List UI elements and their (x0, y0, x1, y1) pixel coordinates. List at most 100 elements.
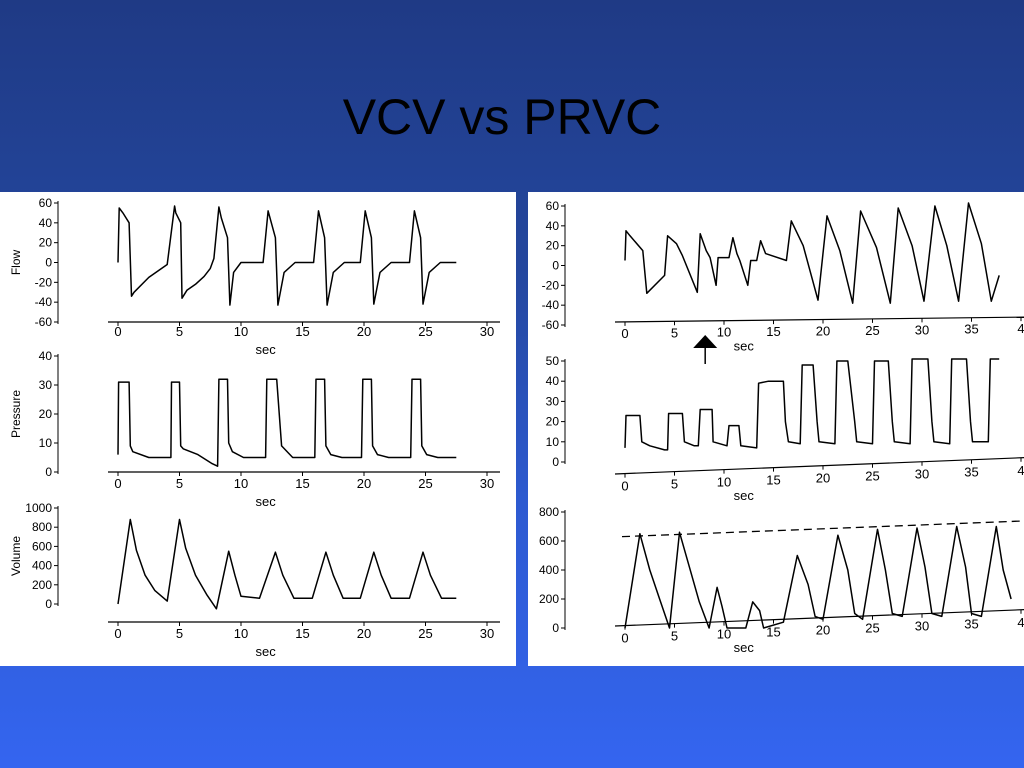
x-tick-label: 5 (176, 626, 183, 641)
x-axis-label: sec (734, 640, 755, 655)
x-tick-label: 0 (621, 326, 628, 341)
y-tick-label: 40 (546, 374, 560, 388)
y-tick-label: 0 (552, 621, 559, 635)
y-tick-label: 600 (32, 539, 52, 553)
y-tick-label: 200 (32, 578, 52, 592)
target-volume-dashed-line (621, 520, 1024, 538)
x-tick-label: 5 (671, 477, 678, 492)
x-tick-label: 10 (717, 475, 731, 490)
x-tick-label: 5 (176, 324, 183, 339)
x-tick-label: 25 (418, 626, 432, 641)
x-tick-label: 15 (295, 626, 309, 641)
x-axis-label: sec (255, 644, 276, 659)
x-tick-label: 4 (1017, 615, 1024, 630)
x-tick-label: 25 (418, 476, 432, 491)
x-tick-label: 30 (915, 619, 929, 634)
x-tick-label: 30 (915, 467, 929, 482)
series-line-volume (117, 518, 457, 610)
x-tick-label: 15 (766, 324, 780, 339)
y-tick-label: 0 (45, 256, 52, 270)
series-line-pressure (624, 358, 1000, 451)
y-tick-label: 30 (39, 378, 53, 392)
y-tick-label: 40 (546, 219, 560, 233)
x-tick-label: 35 (964, 617, 978, 632)
x-tick-label: 30 (480, 324, 494, 339)
x-tick-label: 4 (1017, 321, 1024, 336)
x-tick-label: 25 (418, 324, 432, 339)
x-tick-label: 30 (915, 322, 929, 337)
x-tick-label: 15 (295, 476, 309, 491)
y-tick-label: -60 (542, 318, 560, 332)
y-axis-label: Flow (9, 250, 23, 276)
x-tick-label: 20 (357, 324, 371, 339)
y-tick-label: 50 (546, 354, 560, 368)
x-tick-label: 10 (234, 324, 248, 339)
y-tick-label: 20 (39, 407, 53, 421)
y-tick-label: 200 (539, 592, 559, 606)
x-tick-label: 5 (671, 629, 678, 644)
x-tick-label: 0 (114, 324, 121, 339)
y-tick-label: 60 (546, 199, 560, 213)
series-line-pressure (117, 378, 457, 467)
x-axis-label: sec (734, 488, 755, 503)
vcv-figure-panel: 60 40 20 0 -20 -40 -60 Flow 0 5 10 15 20 25 30 sec 40 30 2… (0, 192, 516, 666)
y-axis-label: Volume (9, 536, 23, 576)
x-tick-label: 20 (357, 626, 371, 641)
x-tick-label: 0 (114, 476, 121, 491)
y-axis-label: Pressure (528, 387, 530, 435)
x-tick-label: 15 (766, 473, 780, 488)
series-line-volume (624, 525, 1012, 629)
y-tick-label: 0 (552, 455, 559, 469)
x-tick-label: 0 (621, 479, 628, 494)
x-tick-label: 30 (480, 626, 494, 641)
arrow-marker-icon (693, 335, 718, 348)
y-tick-label: 0 (45, 597, 52, 611)
y-tick-label: 0 (45, 465, 52, 479)
y-tick-label: 20 (546, 415, 560, 429)
y-tick-label: 20 (546, 239, 560, 253)
x-tick-label: 15 (295, 324, 309, 339)
y-tick-label: 800 (539, 505, 559, 519)
y-axis-label: Volume (528, 550, 530, 590)
x-tick-label: 10 (717, 325, 731, 340)
y-tick-label: -40 (35, 295, 53, 309)
y-tick-label: 10 (39, 436, 53, 450)
x-tick-label: 5 (176, 476, 183, 491)
prvc-figure-panel: 60 40 20 0 -20 -40 -60 Flow 0 5 10 15 20 25 30 35 4 sec 50… (528, 192, 1024, 666)
y-tick-label: 40 (39, 216, 53, 230)
x-axis-label: sec (734, 338, 755, 353)
y-axis-label: Pressure (9, 390, 23, 438)
x-axis (614, 316, 1024, 323)
y-tick-label: 400 (32, 559, 52, 573)
x-tick-label: 0 (114, 626, 121, 641)
slide-title: VCV vs PRVC (342, 89, 662, 145)
x-tick-label: 10 (234, 476, 248, 491)
x-tick-label: 30 (480, 476, 494, 491)
y-tick-label: -20 (35, 275, 53, 289)
y-axis-label: Flow (528, 253, 530, 279)
y-tick-label: -60 (35, 315, 53, 329)
x-tick-label: 20 (816, 623, 830, 638)
y-tick-label: 800 (32, 520, 52, 534)
y-tick-label: -20 (542, 278, 560, 292)
y-tick-label: 600 (539, 534, 559, 548)
x-axis-label: sec (255, 342, 276, 357)
x-tick-label: 10 (234, 626, 248, 641)
x-tick-label: 20 (357, 476, 371, 491)
x-tick-label: 35 (964, 322, 978, 337)
y-tick-label: 40 (39, 349, 53, 363)
x-tick-label: 4 (1017, 463, 1024, 478)
x-tick-label: 5 (671, 325, 678, 340)
series-line-flow (117, 205, 457, 306)
x-tick-label: 25 (865, 469, 879, 484)
y-tick-label: 60 (39, 196, 53, 210)
x-tick-label: 20 (816, 324, 830, 339)
y-tick-label: 30 (546, 394, 560, 408)
y-tick-label: 1000 (25, 501, 52, 515)
y-tick-label: 10 (546, 435, 560, 449)
y-tick-label: 20 (39, 236, 53, 250)
y-tick-label: 400 (539, 563, 559, 577)
series-line-flow (624, 202, 1000, 304)
